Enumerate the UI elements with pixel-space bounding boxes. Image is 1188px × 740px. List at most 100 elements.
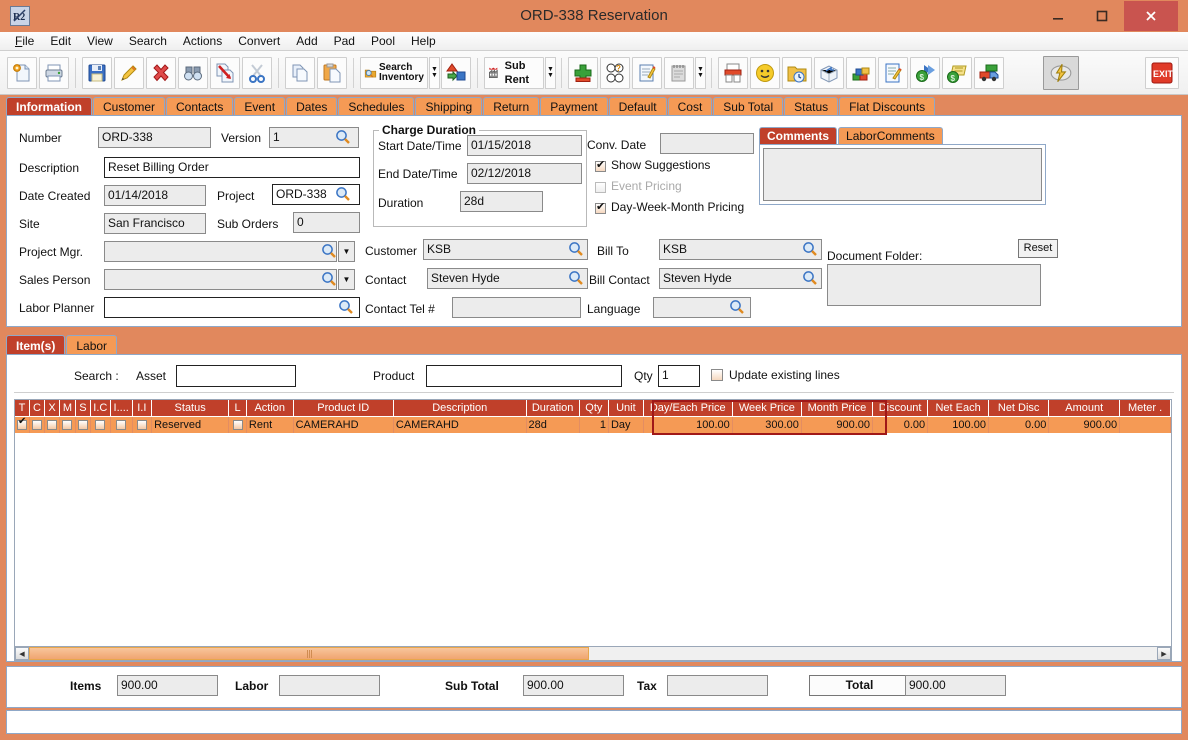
col-s[interactable]: S — [75, 400, 91, 417]
sub-total-field[interactable]: 900.00 — [523, 675, 624, 696]
cell-product-id[interactable]: CAMERAHD — [293, 416, 394, 433]
cut-scissors-icon[interactable] — [242, 56, 272, 89]
copy-document-arrow-icon[interactable] — [210, 56, 240, 89]
update-existing-lines-checkbox[interactable] — [711, 369, 723, 381]
maximize-button[interactable] — [1080, 1, 1124, 31]
labor-planner-field[interactable] — [104, 297, 360, 318]
menu-pool[interactable]: Pool — [370, 34, 396, 48]
row-l-checkbox[interactable] — [232, 419, 243, 430]
contact-magnifier-icon[interactable] — [568, 270, 584, 286]
col-month-price[interactable]: Month Price — [801, 400, 874, 417]
cell-duration[interactable]: 28d — [526, 416, 580, 433]
asset-search-input[interactable] — [176, 365, 296, 387]
cell-month-price[interactable]: 900.00 — [801, 416, 874, 433]
cell-x[interactable] — [44, 416, 60, 433]
col-status[interactable]: Status — [151, 400, 230, 417]
menu-help[interactable]: Help — [411, 34, 436, 48]
menu-pad[interactable]: Pad — [333, 34, 355, 48]
binoculars-find-icon[interactable] — [178, 56, 208, 89]
smiley-icon[interactable] — [750, 56, 780, 89]
report-edit-icon[interactable] — [878, 56, 908, 89]
cell-meter[interactable] — [1119, 416, 1171, 433]
labor-total-field[interactable] — [279, 675, 380, 696]
row-c-checkbox[interactable] — [32, 419, 42, 430]
col-x[interactable]: X — [44, 400, 60, 417]
print-icon[interactable] — [39, 56, 69, 89]
menu-edit[interactable]: Edit — [50, 34, 72, 48]
col-c[interactable]: C — [29, 400, 45, 417]
cell-l[interactable] — [228, 416, 247, 433]
scrollbar-track[interactable] — [589, 647, 1157, 660]
cell-m[interactable] — [59, 416, 76, 433]
col-discount[interactable]: Discount — [872, 400, 929, 417]
shapes-cube-icon[interactable] — [441, 56, 471, 89]
cell-week-price[interactable]: 300.00 — [732, 416, 802, 433]
new-document-icon[interactable] — [7, 56, 37, 89]
date-created-field[interactable]: 01/14/2018 — [104, 185, 206, 206]
bill-to-magnifier-icon[interactable] — [802, 241, 818, 257]
dwm-pricing-checkbox[interactable] — [595, 200, 606, 214]
project-mgr-field[interactable] — [104, 241, 337, 262]
save-icon[interactable] — [82, 56, 112, 89]
tab-information[interactable]: Information — [6, 97, 92, 116]
menu-search[interactable]: Search — [128, 34, 167, 48]
cell-t[interactable] — [15, 416, 30, 433]
cell-discount[interactable]: 0.00 — [872, 416, 929, 433]
col-net-disc[interactable]: Net Disc — [988, 400, 1050, 417]
bill-to-field[interactable]: KSB — [659, 239, 822, 260]
site-field[interactable]: San Francisco — [104, 213, 206, 234]
tab-labor-comments[interactable]: LaborComments — [838, 127, 943, 144]
cell-amount[interactable]: 900.00 — [1048, 416, 1121, 433]
show-suggestions-checkbox[interactable] — [595, 158, 606, 172]
sales-person-field[interactable] — [104, 269, 337, 290]
paste-icon[interactable] — [317, 56, 347, 89]
tab-schedules[interactable]: Schedules — [338, 97, 415, 116]
tab-cost[interactable]: Cost — [667, 97, 713, 116]
col-l[interactable]: L — [228, 400, 247, 417]
tab-payment[interactable]: Payment — [540, 97, 608, 116]
scrollbar-thumb[interactable] — [29, 647, 589, 660]
search-inventory-icon[interactable]: Search Inventory — [360, 56, 428, 89]
tab-default[interactable]: Default — [608, 97, 667, 116]
col-description[interactable]: Description — [393, 400, 527, 417]
menu-view[interactable]: View — [87, 34, 113, 48]
delivery-truck-icon[interactable] — [974, 56, 1004, 89]
comments-textarea[interactable] — [763, 148, 1042, 201]
col-qty[interactable]: Qty — [579, 400, 609, 417]
col-ii[interactable]: I.I — [132, 400, 153, 417]
tab-sub-total[interactable]: Sub Total — [713, 97, 784, 116]
col-duration[interactable]: Duration — [526, 400, 580, 417]
cell-s[interactable] — [75, 416, 91, 433]
cell-qty[interactable]: 1 — [579, 416, 609, 433]
cell-i4[interactable] — [110, 416, 133, 433]
duration-field[interactable]: 28d — [460, 191, 543, 212]
bill-contact-field[interactable]: Steven Hyde — [659, 268, 822, 289]
print-labels-icon[interactable] — [718, 56, 748, 89]
conv-date-field[interactable] — [660, 133, 754, 154]
col-i4[interactable]: I.... — [110, 400, 133, 417]
col-unit[interactable]: Unit — [608, 400, 644, 417]
start-datetime-field[interactable]: 01/15/2018 — [467, 135, 582, 156]
project-magnifier-icon[interactable] — [335, 186, 351, 202]
cell-description[interactable]: CAMERAHD — [393, 416, 527, 433]
total-field[interactable]: 900.00 — [905, 675, 1006, 696]
tab-contacts[interactable]: Contacts — [166, 97, 234, 116]
invoice-money-icon[interactable]: $ — [942, 56, 972, 89]
col-net-each[interactable]: Net Each — [927, 400, 989, 417]
customer-magnifier-icon[interactable] — [568, 241, 584, 257]
sub-rent-dropdown-icon[interactable]: ▼ ▼ — [545, 56, 556, 89]
scroll-left-arrow-icon[interactable]: ◀ — [15, 647, 29, 660]
col-week-price[interactable]: Week Price — [732, 400, 802, 417]
flash-power-icon[interactable] — [1043, 55, 1079, 90]
row-ic-checkbox[interactable] — [95, 419, 106, 430]
description-field[interactable]: Reset Billing Order — [104, 157, 360, 178]
items-grid[interactable]: T C X M S I.C I.... I.I Status L Action … — [14, 399, 1172, 647]
scroll-right-arrow-icon[interactable]: ▶ — [1157, 647, 1171, 660]
menu-convert[interactable]: Convert — [238, 34, 281, 48]
bill-contact-magnifier-icon[interactable] — [802, 270, 818, 286]
database-stack-icon[interactable] — [846, 56, 876, 89]
col-day-each-price[interactable]: Day/Each Price — [643, 400, 733, 417]
menu-actions[interactable]: Actions — [182, 34, 223, 48]
qty-input[interactable]: 1 — [658, 365, 700, 387]
sales-person-magnifier-icon[interactable] — [321, 271, 337, 287]
